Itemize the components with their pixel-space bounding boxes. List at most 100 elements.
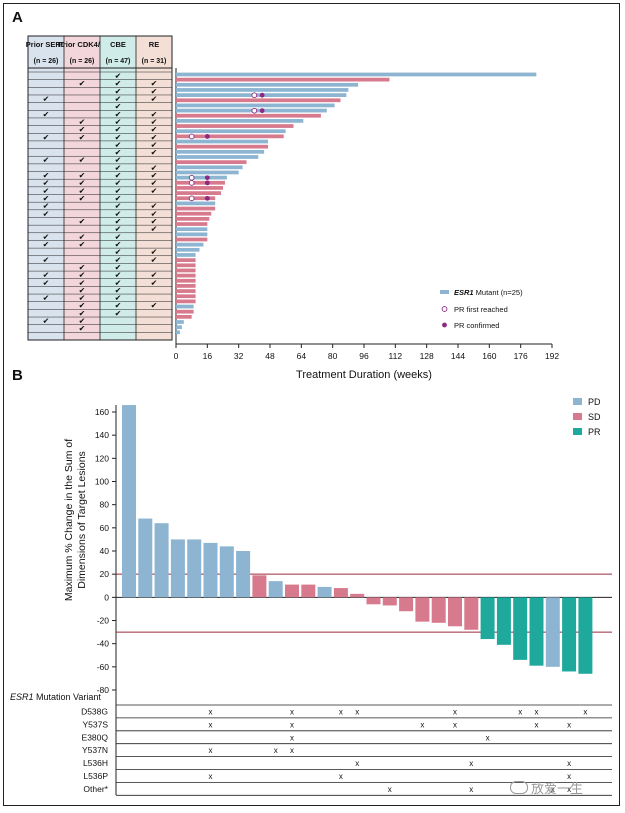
duration-bar (176, 180, 225, 185)
duration-bar (176, 88, 349, 92)
response-bar (268, 581, 283, 598)
table-column-bg (100, 36, 136, 340)
check-mark: ✔ (43, 133, 50, 142)
table-column-bg (136, 36, 172, 340)
check-mark: ✔ (151, 179, 158, 188)
response-bar (187, 539, 202, 598)
x-tick-label: 144 (451, 351, 465, 361)
check-mark: ✔ (43, 232, 50, 241)
pr-first-marker (188, 174, 195, 181)
check-mark: ✔ (115, 186, 122, 195)
duration-bar (176, 211, 212, 216)
x-tick-label: 112 (389, 351, 403, 361)
response-bar (415, 597, 430, 622)
duration-bar (176, 227, 208, 232)
response-bar (529, 597, 544, 666)
mutation-marker: x (290, 733, 294, 742)
check-mark: ✔ (79, 240, 86, 249)
check-mark: ✔ (151, 148, 158, 157)
response-bar (333, 588, 348, 598)
check-mark: ✔ (151, 87, 158, 96)
mutation-marker: x (453, 720, 457, 729)
mutation-label: L536P (83, 771, 108, 781)
check-mark: ✔ (79, 309, 86, 318)
response-bar (562, 597, 577, 672)
check-mark: ✔ (79, 117, 86, 126)
duration-bar (176, 278, 196, 283)
check-mark: ✔ (151, 125, 158, 134)
duration-bar (176, 325, 182, 330)
check-mark: ✔ (43, 294, 50, 303)
duration-bar (176, 206, 216, 211)
duration-bar (176, 113, 321, 118)
y-tick-label: 100 (95, 477, 109, 487)
legend-pr-confirmed-marker (442, 322, 447, 328)
y-tick-label: -40 (97, 639, 110, 649)
column-n: (n = 47) (106, 58, 131, 65)
mutation-label: E380Q (82, 732, 109, 742)
mutation-marker: x (355, 759, 359, 768)
mutation-header: ESR1 Mutation Variant (10, 692, 101, 702)
check-mark: ✔ (151, 301, 158, 310)
check-mark: ✔ (115, 225, 122, 234)
check-mark: ✔ (43, 278, 50, 287)
duration-bar (176, 253, 196, 257)
duration-bar (176, 191, 222, 195)
duration-bar (176, 309, 194, 314)
check-mark: ✔ (115, 301, 122, 310)
check-mark: ✔ (115, 125, 122, 134)
response-bar (252, 575, 267, 598)
y-tick-label: -20 (97, 616, 110, 626)
check-mark: ✔ (115, 232, 122, 241)
check-mark: ✔ (151, 171, 158, 180)
check-mark: ✔ (43, 156, 50, 165)
y-tick-label: -60 (97, 662, 110, 672)
check-mark: ✔ (151, 209, 158, 218)
pr-first-marker (188, 133, 195, 140)
y-tick-label: 0 (104, 592, 109, 602)
check-mark: ✔ (79, 263, 86, 272)
figure-frame (3, 3, 620, 806)
check-mark: ✔ (151, 133, 158, 142)
duration-bar (176, 165, 243, 170)
check-mark: ✔ (43, 240, 50, 249)
check-mark: ✔ (115, 102, 122, 111)
mutation-marker: x (355, 707, 359, 716)
response-bar (399, 597, 414, 612)
check-mark: ✔ (115, 263, 122, 272)
duration-bar (176, 258, 196, 263)
duration-bar (176, 160, 247, 165)
table-column-bg (28, 36, 64, 340)
check-mark: ✔ (43, 209, 50, 218)
check-mark: ✔ (151, 271, 158, 280)
duration-bar (176, 149, 265, 154)
pr-confirmed-marker (259, 108, 265, 114)
mutation-marker: x (339, 772, 343, 781)
check-mark: ✔ (79, 171, 86, 180)
duration-bar (176, 108, 327, 113)
legend-label-pr: PR (588, 427, 601, 437)
response-bar (464, 597, 479, 630)
legend-swatch-pd (573, 398, 582, 405)
response-bar (448, 597, 462, 627)
duration-bar (176, 103, 335, 108)
pr-confirmed-marker (259, 92, 265, 98)
check-mark: ✔ (43, 271, 50, 280)
check-mark: ✔ (43, 179, 50, 188)
check-mark: ✔ (115, 110, 122, 119)
response-bar (301, 584, 316, 598)
duration-bar (176, 186, 223, 190)
check-mark: ✔ (43, 317, 50, 326)
duration-bar (176, 232, 208, 237)
table-column-bg (64, 36, 100, 340)
response-bar (203, 542, 218, 598)
watermark: 放爱一生 (510, 778, 583, 797)
check-mark: ✔ (115, 79, 122, 88)
pr-first-marker (188, 195, 195, 202)
duration-bar (176, 201, 216, 206)
legend-esr1-swatch (440, 290, 449, 294)
y-tick-label: 160 (95, 407, 109, 417)
check-mark: ✔ (115, 255, 122, 264)
watermark-text: 放爱一生 (531, 781, 584, 796)
column-title: CBE (110, 40, 126, 49)
